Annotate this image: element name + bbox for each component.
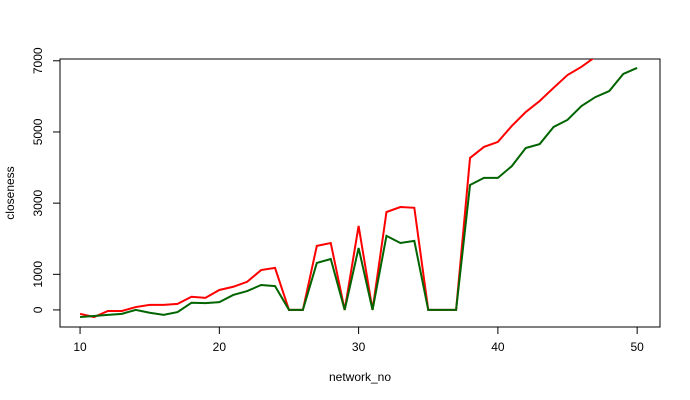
y-axis-label: closeness — [3, 166, 17, 219]
y-tick-label: 1000 — [31, 261, 45, 288]
x-axis-label: network_no — [329, 370, 391, 384]
x-tick-label: 10 — [73, 340, 87, 354]
x-tick-label: 20 — [213, 340, 227, 354]
x-tick-label: 30 — [352, 340, 366, 354]
plot-box — [59, 58, 661, 328]
series-line — [79, 59, 595, 319]
x-tick-label: 50 — [630, 340, 644, 354]
series-line — [79, 66, 638, 319]
x-tick-label: 40 — [491, 340, 505, 354]
y-tick-label: 3000 — [31, 189, 45, 216]
plot-lines — [79, 59, 638, 319]
y-tick-label: 5000 — [31, 118, 45, 145]
y-tick-label: 7000 — [31, 47, 45, 74]
y-tick-label: 0 — [31, 306, 45, 313]
